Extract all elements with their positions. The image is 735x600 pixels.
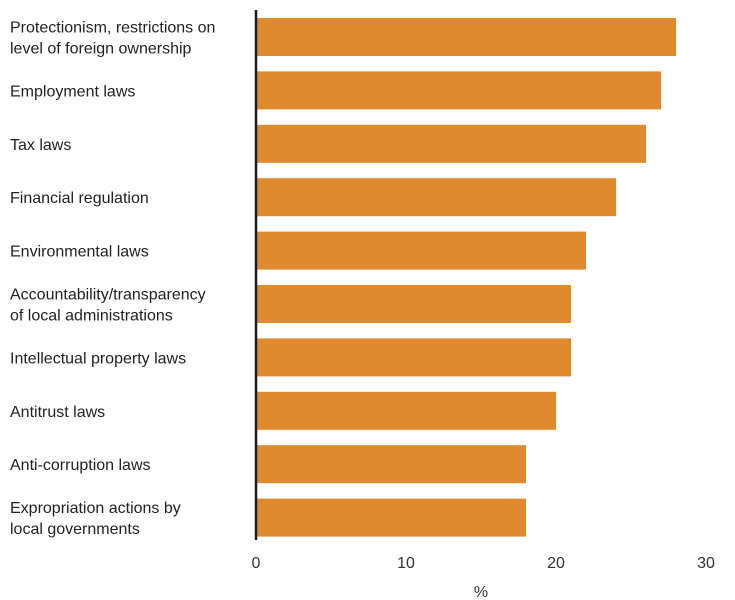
category-label-line: Expropriation actions by (10, 500, 181, 517)
category-label-line: Tax laws (10, 137, 71, 154)
category-label-line: Employment laws (10, 83, 135, 100)
x-tick-labels: 0 10 20 30 (252, 555, 715, 572)
category-label-line: Anti-corruption laws (10, 457, 151, 474)
category-label-9: Expropriation actions by local government… (10, 500, 181, 538)
bar-3 (256, 178, 616, 217)
category-label-line: Environmental laws (10, 244, 149, 261)
category-label-5: Accountability/transparency of local admi… (10, 287, 206, 325)
category-label-line: of local administrations (10, 308, 173, 325)
x-tick-label-1: 10 (397, 555, 415, 572)
bar-8 (256, 445, 526, 484)
bar-6 (256, 338, 571, 377)
bar-7 (256, 391, 556, 430)
category-labels: Protectionism, restrictions on level of f… (10, 20, 215, 539)
category-label-line: Antitrust laws (10, 404, 105, 421)
category-label-line: local governments (10, 521, 140, 538)
category-label-line: Protectionism, restrictions on (10, 20, 215, 37)
category-label-0: Protectionism, restrictions on level of f… (10, 20, 215, 58)
x-axis-title: % (474, 584, 488, 600)
x-tick-label-0: 0 (252, 555, 261, 572)
bar-0 (256, 18, 676, 56)
bar-4 (256, 231, 586, 270)
bar-1 (256, 71, 661, 110)
category-label-line: Financial regulation (10, 190, 149, 207)
category-label-line: Intellectual property laws (10, 350, 186, 367)
category-label-3: Financial regulation (10, 190, 149, 207)
bar-9 (256, 498, 526, 537)
bars-group (256, 18, 676, 537)
category-label-1: Employment laws (10, 83, 135, 100)
x-tick-label-2: 20 (547, 555, 565, 572)
bar-2 (256, 124, 646, 163)
category-label-6: Intellectual property laws (10, 350, 186, 367)
category-label-line: Accountability/transparency (10, 287, 206, 304)
category-label-7: Antitrust laws (10, 404, 105, 421)
category-label-4: Environmental laws (10, 244, 149, 261)
category-label-8: Anti-corruption laws (10, 457, 151, 474)
bar-5 (256, 285, 571, 323)
x-tick-label-3: 30 (697, 555, 715, 572)
category-label-2: Tax laws (10, 137, 71, 154)
category-label-line: level of foreign ownership (10, 41, 192, 58)
